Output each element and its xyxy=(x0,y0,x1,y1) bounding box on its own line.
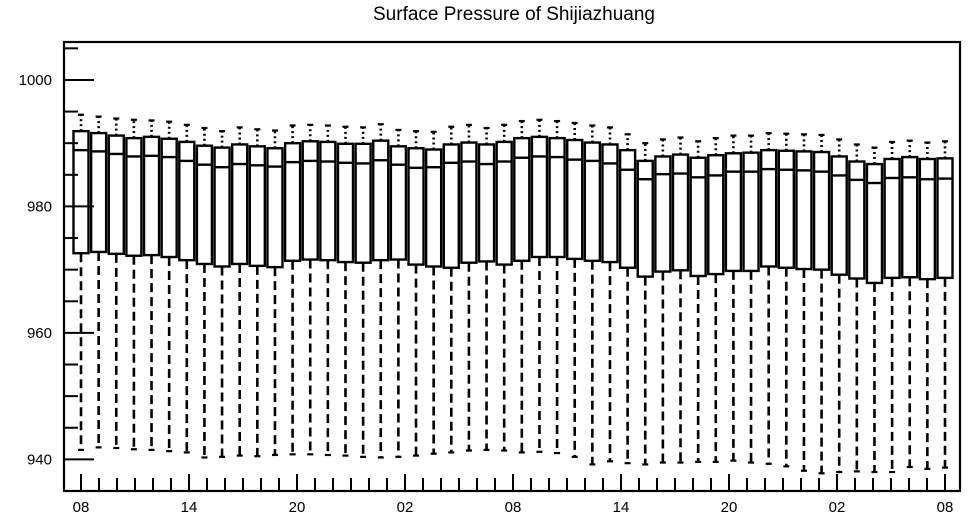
box xyxy=(742,151,760,273)
box xyxy=(354,142,372,264)
box xyxy=(336,142,355,264)
box xyxy=(495,140,513,266)
box xyxy=(424,148,443,268)
box xyxy=(848,160,866,280)
box xyxy=(178,140,196,262)
box xyxy=(266,147,284,269)
box xyxy=(618,148,637,269)
y-axis: 940 960 980 1000 xyxy=(19,47,94,468)
box xyxy=(918,157,937,281)
box xyxy=(301,140,319,261)
box xyxy=(283,141,302,263)
x-tick-label: 02 xyxy=(829,499,846,516)
box xyxy=(601,143,619,264)
box xyxy=(777,149,796,269)
box xyxy=(901,155,919,279)
box xyxy=(513,136,531,263)
box xyxy=(89,131,108,254)
box xyxy=(477,143,496,263)
box xyxy=(142,135,161,257)
box xyxy=(442,143,460,269)
box xyxy=(248,145,267,268)
y-tick-label: 960 xyxy=(27,325,52,342)
box xyxy=(125,136,143,257)
box xyxy=(636,159,654,278)
x-tick-label: 14 xyxy=(181,499,198,516)
box xyxy=(936,157,954,280)
box xyxy=(372,139,390,262)
box xyxy=(830,155,848,276)
x-tick-label: 20 xyxy=(289,499,306,516)
box xyxy=(407,147,425,266)
box xyxy=(72,129,90,255)
box xyxy=(160,137,178,259)
box xyxy=(654,155,672,273)
box xyxy=(566,138,584,261)
box xyxy=(865,162,884,285)
x-tick-label: 08 xyxy=(505,499,522,516)
box xyxy=(883,157,901,280)
x-tick-label: 14 xyxy=(613,499,630,516)
y-tick-label: 1000 xyxy=(19,72,52,89)
box xyxy=(759,148,778,268)
box xyxy=(195,144,214,266)
chart-title: Surface Pressure of Shijiazhuang xyxy=(373,4,655,25)
x-axis: 08 14 20 02 08 14 20 02 08 xyxy=(73,474,954,516)
x-tick-label: 08 xyxy=(73,499,90,516)
box-group xyxy=(72,113,954,475)
x-tick-label: 20 xyxy=(721,499,738,516)
box xyxy=(213,146,231,268)
box xyxy=(530,135,549,259)
x-tick-label: 08 xyxy=(937,499,954,516)
box xyxy=(319,140,337,262)
box xyxy=(460,141,478,264)
box xyxy=(812,150,831,271)
box xyxy=(689,156,707,278)
box xyxy=(671,153,690,272)
box xyxy=(583,141,602,263)
box xyxy=(389,145,408,261)
box xyxy=(548,136,566,259)
box xyxy=(107,134,125,256)
box xyxy=(230,143,249,266)
y-tick-label: 940 xyxy=(27,451,52,468)
x-tick-label: 02 xyxy=(397,499,414,516)
y-tick-label: 980 xyxy=(27,198,52,215)
box xyxy=(707,153,725,276)
box xyxy=(795,150,813,271)
box xyxy=(724,152,743,273)
